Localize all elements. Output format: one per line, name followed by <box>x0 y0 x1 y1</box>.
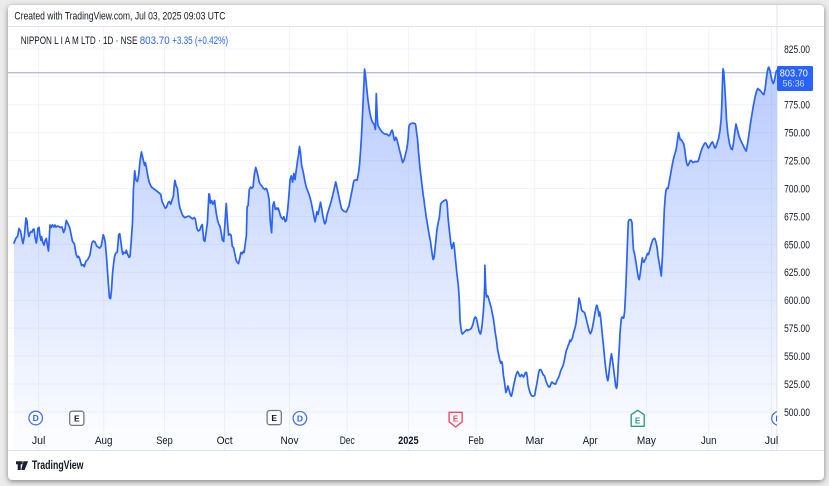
svg-text:625.00: 625.00 <box>784 267 810 279</box>
svg-text:525.00: 525.00 <box>784 379 810 391</box>
svg-text:Oct: Oct <box>217 435 233 447</box>
svg-text:Nov: Nov <box>281 435 299 447</box>
svg-text:+3.35 (+0.42%): +3.35 (+0.42%) <box>172 35 228 47</box>
svg-text:Aug: Aug <box>95 435 113 447</box>
svg-text:E: E <box>74 414 80 424</box>
svg-text:Created with TradingView.com,: Created with TradingView.com, Jul 03, 20… <box>14 10 225 22</box>
svg-text:550.00: 550.00 <box>784 351 810 363</box>
svg-text:56:36: 56:36 <box>783 79 805 89</box>
svg-text:Apr: Apr <box>583 435 598 447</box>
svg-text:2025: 2025 <box>398 435 419 447</box>
svg-text:Dec: Dec <box>340 435 355 447</box>
svg-text:575.00: 575.00 <box>784 323 810 335</box>
svg-text:500.00: 500.00 <box>784 407 810 419</box>
svg-text:Sep: Sep <box>156 435 173 447</box>
svg-text:600.00: 600.00 <box>784 295 810 307</box>
svg-text:TradingView: TradingView <box>32 460 84 472</box>
svg-text:803.70: 803.70 <box>780 67 808 79</box>
svg-text:Jul: Jul <box>32 435 46 447</box>
svg-text:803.70: 803.70 <box>140 35 170 47</box>
svg-text:700.00: 700.00 <box>784 183 810 195</box>
svg-text:D: D <box>33 413 39 423</box>
svg-text:E: E <box>635 416 641 426</box>
svg-text:Jul: Jul <box>765 435 779 447</box>
svg-text:825.00: 825.00 <box>784 44 810 56</box>
svg-text:D: D <box>297 414 303 424</box>
svg-text:Feb: Feb <box>468 435 484 447</box>
svg-text:E: E <box>271 413 277 423</box>
svg-text:NIPPON L I A M LTD · 1D · NSE: NIPPON L I A M LTD · 1D · NSE <box>21 35 138 47</box>
svg-text:775.00: 775.00 <box>784 100 810 112</box>
svg-text:E: E <box>453 414 459 424</box>
svg-text:Mar: Mar <box>525 435 544 447</box>
svg-text:725.00: 725.00 <box>784 156 810 168</box>
svg-text:May: May <box>637 435 656 447</box>
svg-text:650.00: 650.00 <box>784 239 810 251</box>
svg-text:750.00: 750.00 <box>784 128 810 140</box>
svg-text:D: D <box>775 414 781 424</box>
svg-text:Jun: Jun <box>701 435 717 447</box>
svg-text:675.00: 675.00 <box>784 211 810 223</box>
